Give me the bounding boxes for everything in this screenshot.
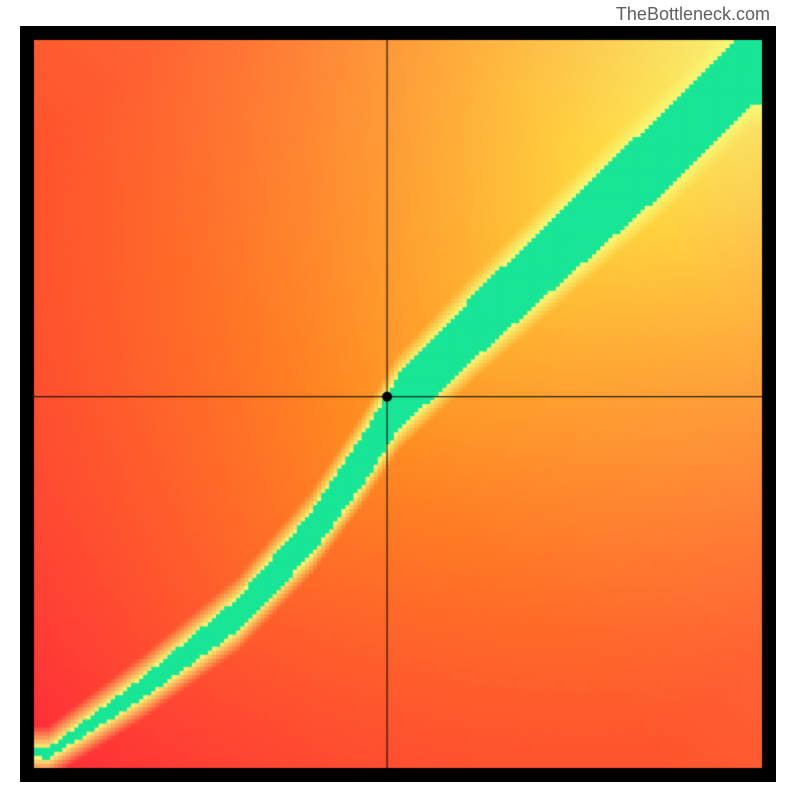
source-attribution: TheBottleneck.com [616, 4, 770, 25]
chart-container: TheBottleneck.com [0, 0, 800, 800]
bottleneck-heatmap [20, 26, 776, 782]
